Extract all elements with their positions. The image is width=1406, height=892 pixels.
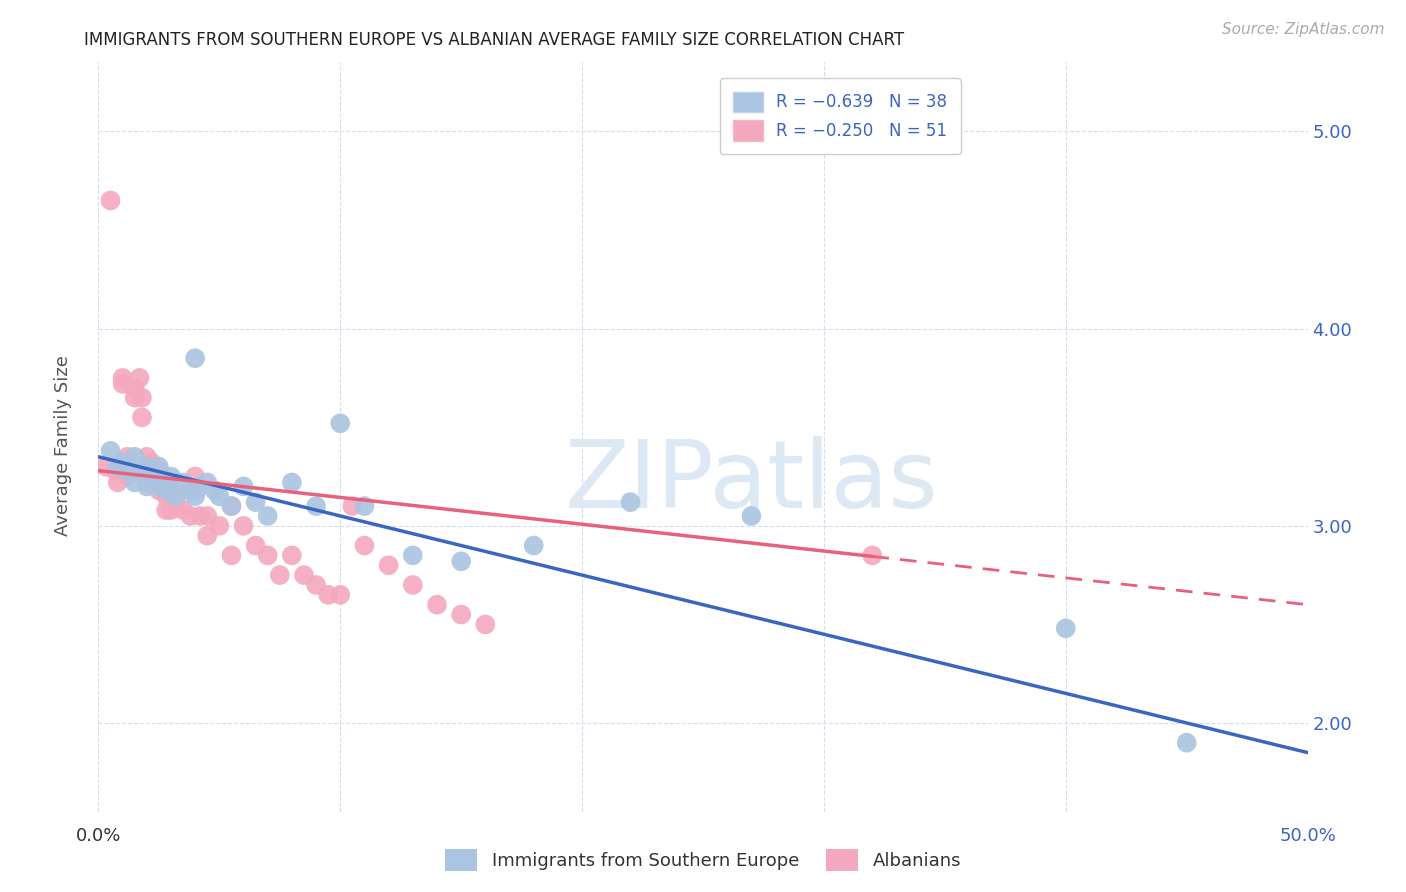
Point [160,469,183,483]
Point [155,483,177,498]
Point [111,371,134,385]
Point [107,475,129,490]
Point [141,469,163,483]
Point [184,351,207,366]
Point [184,489,207,503]
Point [160,483,183,498]
Point [135,450,157,464]
Point [124,450,146,464]
Point [131,391,153,405]
Point [135,475,157,490]
Point [195,529,218,543]
Point [740,508,762,523]
Point [256,549,278,563]
Point [184,469,207,483]
Point [245,495,267,509]
Point [305,578,328,592]
Text: 0.0%: 0.0% [76,828,121,846]
Point [165,489,187,503]
Point [155,503,177,517]
Point [221,549,243,563]
Point [124,381,146,395]
Point [172,475,194,490]
Point [165,495,187,509]
Point [256,508,278,523]
Point [117,469,139,483]
Point [450,554,472,568]
Point [342,499,364,513]
Point [232,479,254,493]
Point [188,479,211,493]
Point [141,475,163,490]
Point [860,549,883,563]
Point [94,459,117,474]
Point [172,503,194,517]
Point [281,475,304,490]
Point [523,539,546,553]
Point [160,503,183,517]
Point [124,475,146,490]
Point [208,489,231,503]
Point [245,539,267,553]
Point [450,607,472,622]
Point [329,588,352,602]
Point [111,456,134,470]
Point [148,459,170,474]
Point [117,450,139,464]
Text: IMMIGRANTS FROM SOUTHERN EUROPE VS ALBANIAN AVERAGE FAMILY SIZE CORRELATION CHAR: IMMIGRANTS FROM SOUTHERN EUROPE VS ALBAN… [84,31,904,49]
Point [474,617,496,632]
Point [135,479,157,493]
Legend: Immigrants from Southern Europe, Albanians: Immigrants from Southern Europe, Albania… [437,842,969,879]
Point [111,376,134,391]
Point [1175,736,1198,750]
Point [377,558,399,573]
Point [208,518,231,533]
Point [104,464,127,478]
Point [402,578,425,592]
Point [221,499,243,513]
Point [281,549,304,563]
Point [1054,621,1077,635]
Legend: R = −0.639   N = 38, R = −0.250   N = 51: R = −0.639 N = 38, R = −0.250 N = 51 [720,78,960,154]
Point [100,194,122,208]
Point [329,417,352,431]
Point [148,464,170,478]
Point [124,391,146,405]
Text: ZIPatlas: ZIPatlas [565,436,938,528]
Point [195,475,218,490]
Point [316,588,339,602]
Point [402,549,425,563]
Text: 50.0%: 50.0% [1279,828,1336,846]
Point [426,598,449,612]
Point [135,459,157,474]
Point [188,508,211,523]
Point [184,483,207,498]
Point [269,568,291,582]
Point [195,508,218,523]
Point [131,410,153,425]
Point [353,539,375,553]
Point [305,499,328,513]
Point [232,518,254,533]
Text: Average Family Size: Average Family Size [55,356,72,536]
Point [141,456,163,470]
Point [179,483,201,498]
Point [179,508,201,523]
Point [117,464,139,478]
Point [131,464,153,478]
Point [107,459,129,474]
Text: Source: ZipAtlas.com: Source: ZipAtlas.com [1222,22,1385,37]
Point [619,495,641,509]
Point [148,483,170,498]
Point [100,443,122,458]
Point [204,483,226,498]
Point [128,371,150,385]
Point [148,479,170,493]
Point [155,489,177,503]
Point [292,568,315,582]
Point [353,499,375,513]
Point [221,499,243,513]
